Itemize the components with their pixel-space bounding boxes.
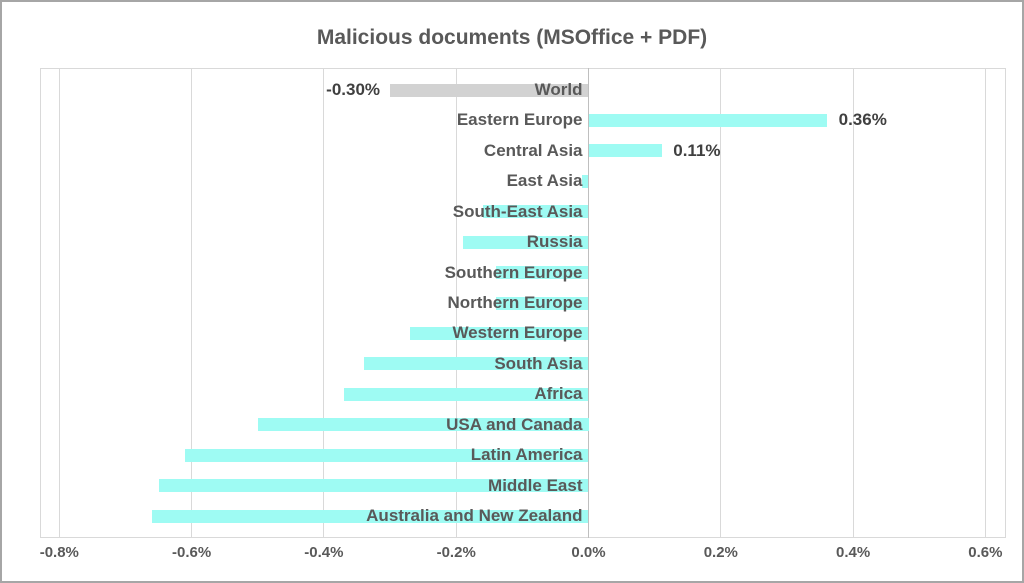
gridline-0.6% bbox=[984, 68, 986, 538]
bar-south-east-asia bbox=[482, 205, 589, 219]
bar-northern-europe bbox=[495, 296, 589, 310]
gridline--0.8% bbox=[58, 68, 60, 538]
category-label-northern-europe: Northern Europe bbox=[447, 293, 583, 312]
zero-axis-line bbox=[588, 68, 589, 538]
bar-southern-europe bbox=[495, 266, 589, 280]
category-label-usa-and-canada: USA and Canada bbox=[446, 414, 583, 434]
bar-australia-and-new-zealand bbox=[151, 509, 589, 523]
gridline-0.2% bbox=[720, 68, 722, 538]
x-tick-label--0-8-: -0.8% bbox=[39, 544, 79, 561]
category-label-australia-and-new-zealand: Australia and New Zealand bbox=[366, 506, 583, 526]
category-label-russia: Russia bbox=[526, 232, 583, 252]
bar-africa bbox=[343, 387, 589, 401]
category-label-east-asia: East Asia bbox=[506, 171, 583, 191]
chart-title: Malicious documents (MSOffice + PDF) bbox=[316, 26, 708, 49]
bar-south-asia bbox=[363, 357, 589, 371]
bar-central-asia bbox=[589, 144, 662, 158]
bar-latin-america bbox=[184, 448, 589, 462]
x-tick-label-0-2-: 0.2% bbox=[703, 544, 738, 561]
category-label-africa: Africa bbox=[534, 384, 583, 404]
category-label-middle-east: Middle East bbox=[488, 475, 583, 495]
x-tick-label--0-4-: -0.4% bbox=[304, 544, 344, 561]
bar-eastern-europe bbox=[589, 113, 828, 127]
category-label-central-asia: Central Asia bbox=[483, 140, 583, 160]
category-label-south-east-asia: South-East Asia bbox=[452, 201, 583, 221]
value-label-eastern-europe: 0.36% bbox=[838, 110, 887, 130]
category-label-latin-america: Latin America bbox=[470, 445, 583, 465]
plot-area bbox=[40, 68, 1006, 538]
gridline--0.4% bbox=[323, 68, 325, 538]
value-label-world: -0.30% bbox=[326, 80, 381, 99]
category-label-eastern-europe: Eastern Europe bbox=[456, 110, 583, 130]
bar-western-europe bbox=[409, 326, 589, 340]
bar-east-asia bbox=[581, 174, 589, 188]
category-label-world: World bbox=[534, 80, 583, 99]
bar-world bbox=[390, 83, 589, 97]
x-tick-label-0-6-: 0.6% bbox=[968, 544, 1003, 561]
category-label-south-asia: South Asia bbox=[494, 353, 583, 373]
category-label-southern-europe: Southern Europe bbox=[444, 262, 583, 282]
gridline--0.6% bbox=[191, 68, 193, 538]
x-tick-label--0-2-: -0.2% bbox=[436, 544, 476, 561]
bar-middle-east bbox=[158, 479, 589, 493]
bar-usa-and-canada bbox=[257, 418, 589, 432]
gridline-0.4% bbox=[852, 68, 854, 538]
bar-russia bbox=[462, 235, 589, 249]
gridline--0.2% bbox=[455, 68, 457, 538]
x-tick-label-0-4-: 0.4% bbox=[835, 544, 871, 561]
category-label-western-europe: Western Europe bbox=[452, 323, 583, 343]
x-tick-label-0-0-: 0.0% bbox=[571, 544, 606, 561]
value-label-central-asia: 0.11% bbox=[673, 140, 721, 160]
x-tick-label--0-6-: -0.6% bbox=[172, 544, 212, 561]
